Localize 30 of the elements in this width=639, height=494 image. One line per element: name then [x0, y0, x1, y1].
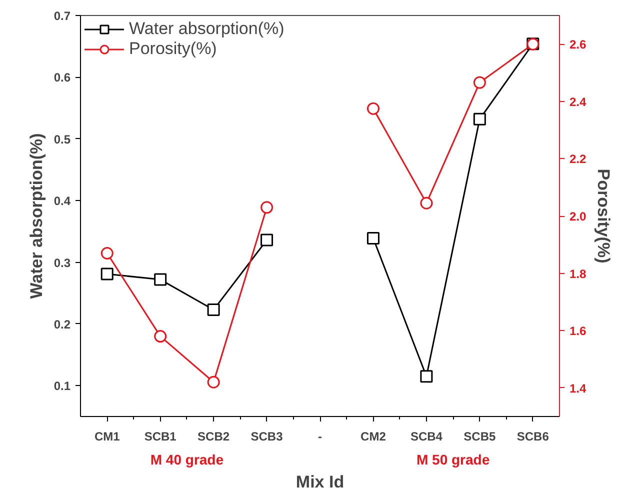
x-tick-label: -	[318, 430, 322, 444]
y2-axis-title: Porosity(%)	[594, 168, 614, 264]
y2-tick-label: 1.4	[570, 381, 587, 396]
y-tick-label: 0.6	[54, 70, 71, 85]
y-tick-label: 0.7	[54, 9, 71, 23]
x-tick-label: SCB5	[464, 430, 496, 444]
x-tick-label: SCB4	[410, 430, 443, 444]
x-tick-label: SCB3	[250, 430, 284, 444]
y2-tick-label: 2.2	[570, 152, 587, 166]
legend-label: Porosity(%)	[129, 39, 217, 59]
y-tick-label: 0.1	[54, 379, 71, 394]
y-tick-label: 0.3	[54, 256, 71, 270]
y-tick-label: 0.4	[54, 194, 71, 208]
x-tick-label: SCB2	[198, 430, 230, 444]
x-tick-label: CM1	[94, 430, 120, 444]
y-tick-label: 0.5	[54, 132, 71, 146]
x-tick-label: SCB1	[144, 430, 177, 444]
legend-label: Water absorption(%)	[129, 19, 284, 39]
y-axis-title: Water absorption(%)	[26, 133, 46, 299]
x-tick-label: CM2	[360, 430, 386, 444]
y2-tick-label: 1.8	[570, 266, 587, 281]
text: M 50 grade	[416, 452, 490, 468]
y2-tick-label: 2.0	[570, 210, 587, 224]
y2-tick-label: 2.4	[570, 94, 587, 109]
y2-tick-label: 1.6	[570, 324, 587, 338]
text: M 40 grade	[150, 452, 224, 468]
x-axis-title: Mix Id	[296, 472, 344, 492]
y-tick-label: 0.2	[54, 317, 71, 332]
x-tick-label: SCB6	[516, 430, 550, 444]
y2-tick-label: 2.6	[570, 38, 587, 52]
